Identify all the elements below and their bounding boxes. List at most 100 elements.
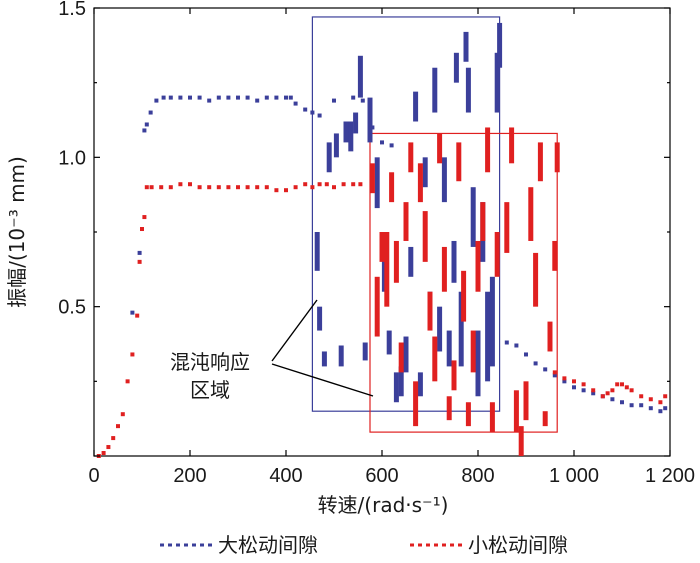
data-point: [168, 185, 173, 190]
chaotic-segment: [367, 97, 373, 143]
data-point: [255, 98, 260, 103]
data-point: [658, 409, 663, 414]
chaotic-segment: [494, 52, 500, 113]
data-point: [504, 340, 509, 345]
x-tick-label: 600: [365, 465, 398, 487]
annotation-line-1: 混沌响应: [170, 350, 250, 374]
data-point: [648, 406, 653, 411]
chaotic-segment: [326, 142, 332, 173]
chaotic-segment: [446, 396, 452, 421]
chaotic-segment: [446, 330, 452, 367]
chaotic-segment: [369, 163, 375, 194]
chaotic-segment: [403, 336, 409, 373]
chaotic-segment: [537, 142, 543, 182]
chaotic-segment: [465, 402, 471, 427]
chaotic-segment: [523, 381, 529, 421]
data-point: [332, 98, 336, 103]
data-point: [116, 424, 120, 429]
chaotic-segment: [437, 133, 443, 164]
data-point: [236, 95, 240, 100]
data-point: [236, 185, 240, 190]
chaotic-segment: [441, 246, 447, 292]
chaotic-segment: [453, 52, 459, 83]
chaotic-segment: [451, 240, 457, 283]
chaotic-segment: [384, 232, 390, 307]
chaotic-segment: [314, 232, 320, 271]
chaotic-segment: [348, 121, 354, 152]
chaotic-segment: [494, 232, 500, 277]
data-point: [581, 388, 586, 393]
chaotic-segment: [333, 133, 339, 158]
data-point: [154, 98, 159, 103]
data-point: [514, 343, 519, 348]
legend-item-small-gap: 小松动间隙: [410, 533, 568, 557]
data-point: [101, 451, 106, 456]
data-point: [324, 182, 329, 187]
chaotic-segment: [437, 306, 443, 352]
chaotic-segment: [489, 402, 495, 433]
data-point: [293, 101, 298, 106]
data-point: [543, 367, 548, 372]
data-point: [572, 385, 576, 390]
data-point: [610, 397, 615, 402]
data-point: [135, 313, 140, 318]
data-point: [552, 370, 557, 375]
data-point: [137, 250, 142, 255]
data-point: [351, 95, 356, 100]
data-point: [120, 412, 125, 417]
chaotic-segment: [465, 67, 471, 113]
data-point: [389, 143, 394, 148]
data-point: [216, 95, 221, 100]
chaotic-segment: [470, 330, 476, 373]
chaotic-segment: [408, 246, 414, 277]
data-point: [274, 95, 279, 100]
chaotic-segment: [393, 372, 399, 403]
chaotic-segment: [374, 157, 380, 209]
data-point: [663, 394, 668, 399]
chaotic-segment: [475, 330, 481, 397]
data-point: [658, 400, 663, 405]
data-point: [197, 95, 202, 100]
chaotic-segment: [489, 276, 495, 367]
data-point: [648, 397, 653, 402]
chaotic-segment: [403, 202, 409, 241]
chaotic-segment: [413, 91, 419, 122]
data-point: [144, 185, 149, 190]
data-point: [360, 98, 365, 103]
data-point: [188, 182, 192, 187]
chaotic-segment: [547, 321, 553, 352]
data-point: [288, 95, 293, 100]
data-point: [310, 110, 315, 115]
data-point: [524, 352, 528, 357]
data-point: [572, 379, 576, 384]
chaotic-segment: [362, 342, 368, 361]
data-point: [351, 182, 356, 187]
chaotic-segment: [374, 276, 380, 337]
data-point: [591, 388, 596, 393]
chaotic-segment: [417, 372, 423, 397]
x-tick-label: 800: [461, 465, 494, 487]
y-axis-label: 振幅/(10⁻³ mm): [5, 156, 29, 308]
data-point: [125, 379, 130, 384]
data-point: [639, 394, 644, 399]
chaotic-segment: [417, 163, 423, 203]
chaotic-segment: [485, 127, 491, 173]
data-point: [255, 185, 260, 190]
y-tick-label: 1.5: [58, 0, 86, 20]
chaotic-segment: [513, 390, 519, 433]
chaotic-segment: [389, 172, 395, 203]
data-point: [142, 128, 147, 133]
data-point: [533, 361, 538, 366]
data-point: [591, 391, 596, 396]
data-point: [226, 95, 231, 100]
data-point: [317, 113, 322, 118]
chaotic-segment: [461, 270, 467, 322]
chaotic-segment: [518, 426, 524, 456]
data-point: [106, 445, 111, 450]
data-point: [226, 185, 231, 190]
y-tick-label: 0.5: [58, 297, 86, 319]
data-point: [142, 215, 147, 220]
data-series: [96, 22, 668, 458]
data-point: [310, 185, 315, 190]
